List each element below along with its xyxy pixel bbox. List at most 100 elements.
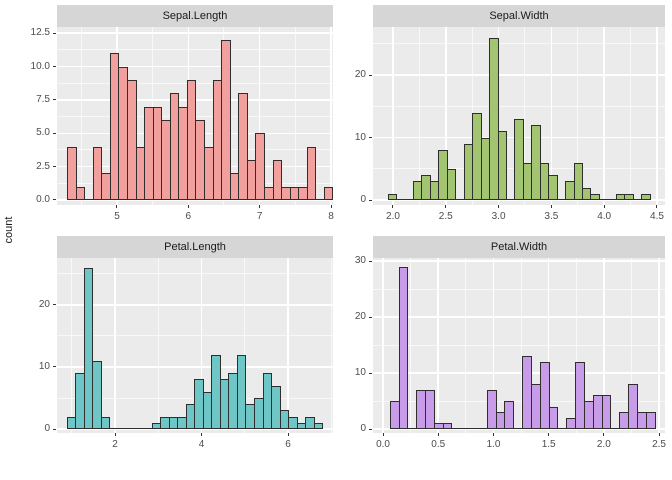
x-tick-mark — [437, 433, 439, 436]
x-tick-mark — [187, 205, 189, 208]
zero-count-baseline — [396, 199, 406, 200]
gridline-major-x — [492, 258, 495, 433]
gridline-major-x — [200, 258, 203, 433]
y-tick-mark — [53, 199, 56, 201]
x-tick-label: 2.0 — [596, 439, 611, 450]
gridline-major-x — [437, 258, 439, 433]
facet-strip-sepal-width: Sepal.Width — [373, 5, 665, 27]
gridline-major-y — [373, 372, 665, 374]
zero-count-baseline — [513, 428, 523, 429]
histogram-bar — [84, 267, 93, 429]
histogram-bar — [399, 266, 408, 429]
histogram-bar — [101, 416, 110, 429]
histogram-bar — [549, 406, 558, 429]
histogram-bar — [273, 159, 282, 200]
y-tick-mark — [369, 428, 372, 430]
histogram-bar — [487, 389, 497, 429]
gridline-major-x — [445, 27, 447, 205]
histogram-bar — [93, 146, 102, 200]
zero-count-baseline — [455, 199, 465, 200]
gridline-major-y — [373, 428, 665, 430]
gridline-minor-y — [57, 273, 333, 275]
y-tick-label: 10 — [354, 367, 366, 378]
y-tick-label: 30 — [354, 255, 366, 267]
histogram-bar — [498, 131, 507, 200]
y-tick-mark — [369, 74, 372, 76]
zero-count-baseline — [143, 428, 153, 429]
gridline-minor-x — [244, 258, 246, 433]
panel-background — [57, 27, 333, 205]
facet-strip-sepal-length: Sepal.Length — [57, 5, 333, 27]
histogram-bar — [92, 360, 102, 429]
x-tick-label: 0.5 — [431, 439, 446, 450]
y-tick-mark — [369, 199, 372, 201]
y-tick-mark — [53, 132, 56, 134]
x-tick-label: 8 — [328, 211, 334, 222]
y-tick-label: 10 — [354, 131, 366, 143]
histogram-bar — [489, 37, 499, 200]
x-tick-label: 0.0 — [376, 439, 390, 450]
x-tick-label: 2 — [112, 439, 118, 450]
histogram-bar — [575, 361, 585, 429]
x-tick-mark — [392, 205, 394, 208]
gridline-major-y — [57, 428, 333, 430]
gridline-minor-x — [630, 258, 632, 433]
histogram-bar — [548, 175, 558, 200]
x-tick-label: 4 — [198, 439, 205, 450]
facet-title-petal-width: Petal.Width — [490, 241, 548, 253]
y-tick-mark — [53, 66, 56, 67]
gridline-minor-x — [575, 258, 577, 433]
gridline-minor-x — [520, 258, 522, 433]
y-tick-mark — [369, 316, 372, 318]
gridline-major-y — [57, 65, 333, 68]
gridline-minor-y — [373, 43, 665, 45]
histogram-bar — [624, 193, 634, 200]
zero-count-baseline — [126, 428, 136, 429]
histogram-bar — [76, 186, 85, 200]
gridline-major-x — [658, 258, 660, 433]
y-tick-mark — [53, 304, 56, 306]
gridline-minor-x — [410, 258, 412, 433]
y-tick-mark — [369, 372, 372, 374]
x-tick-mark — [330, 205, 332, 208]
y-tick-label: 20 — [354, 311, 366, 323]
y-tick-label: 2.5 — [36, 160, 50, 172]
gridline-major-x — [392, 27, 394, 205]
x-tick-label: 5 — [114, 211, 120, 222]
histogram-bar — [288, 416, 298, 429]
x-tick-mark — [656, 205, 658, 208]
y-tick-mark — [53, 366, 56, 368]
gridline-major-y — [373, 199, 665, 201]
zero-count-baseline — [506, 199, 515, 200]
histogram-bar — [443, 423, 452, 429]
x-tick-mark — [658, 433, 660, 436]
histogram-bar — [305, 416, 315, 429]
histogram-bar — [307, 146, 316, 200]
x-tick-label: 4.0 — [597, 211, 612, 222]
gridline-major-x — [258, 27, 261, 205]
zero-count-baseline — [469, 428, 479, 429]
histogram-bar — [602, 395, 611, 429]
zero-count-baseline — [633, 199, 642, 200]
gridline-minor-x — [80, 27, 82, 205]
y-tick-mark — [53, 99, 56, 101]
histogram-bar — [514, 118, 524, 200]
y-tick-mark — [53, 166, 56, 168]
x-tick-mark — [201, 433, 202, 436]
y-tick-label: 0.0 — [36, 193, 50, 205]
x-tick-mark — [445, 205, 447, 208]
gridline-major-y — [373, 74, 665, 76]
gridline-major-x — [656, 27, 658, 205]
facet-title-sepal-width: Sepal.Width — [489, 10, 549, 22]
zero-count-baseline — [610, 428, 620, 429]
x-tick-label: 6 — [285, 439, 291, 450]
x-tick-mark — [259, 205, 261, 208]
histogram-bar — [641, 193, 651, 200]
gridline-minor-x — [71, 258, 73, 433]
gridline-minor-x — [418, 27, 420, 205]
gridline-minor-y — [57, 335, 333, 337]
facet-panel-petal-width: 0.0 0.5 1.0 1.5 2.0 2.5 0 10 20 30 — [355, 255, 666, 450]
gridline-minor-y — [373, 105, 665, 107]
x-tick-mark — [382, 433, 384, 436]
